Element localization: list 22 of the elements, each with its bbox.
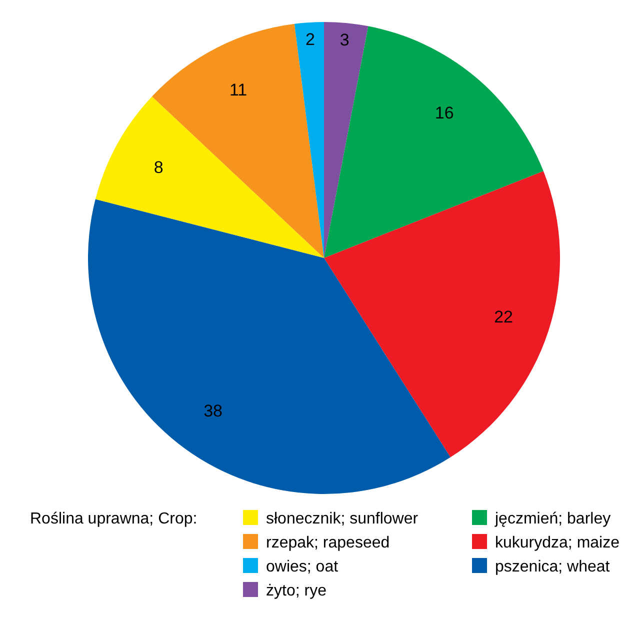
legend-label: żyto; rye bbox=[266, 582, 327, 600]
data-label: 3 bbox=[340, 30, 350, 50]
legend-label: owies; oat bbox=[266, 558, 339, 576]
data-label: 2 bbox=[305, 30, 315, 49]
data-label: 38 bbox=[204, 402, 222, 421]
legend-title: Roślina uprawna; Crop: bbox=[30, 510, 198, 528]
pie-slice bbox=[324, 26, 544, 258]
legend-label: pszenica; wheat bbox=[495, 558, 610, 576]
pie-slice bbox=[324, 22, 368, 258]
legend-label: jęczmień; barley bbox=[494, 510, 611, 528]
data-label: 16 bbox=[434, 103, 454, 122]
legend-label: kukurydza; maize bbox=[495, 534, 620, 552]
pie-slice bbox=[152, 24, 324, 258]
pie-slice bbox=[294, 22, 324, 258]
legend-label: rzepak; rapeseed bbox=[266, 534, 390, 552]
data-label: 8 bbox=[154, 158, 164, 177]
legend-label: słonecznik; sunflower bbox=[266, 510, 419, 528]
data-label: 11 bbox=[229, 80, 248, 100]
pie-slice bbox=[95, 96, 324, 258]
data-label: 22 bbox=[494, 307, 514, 326]
pie-slice bbox=[88, 199, 450, 494]
pie-slice bbox=[324, 171, 560, 458]
